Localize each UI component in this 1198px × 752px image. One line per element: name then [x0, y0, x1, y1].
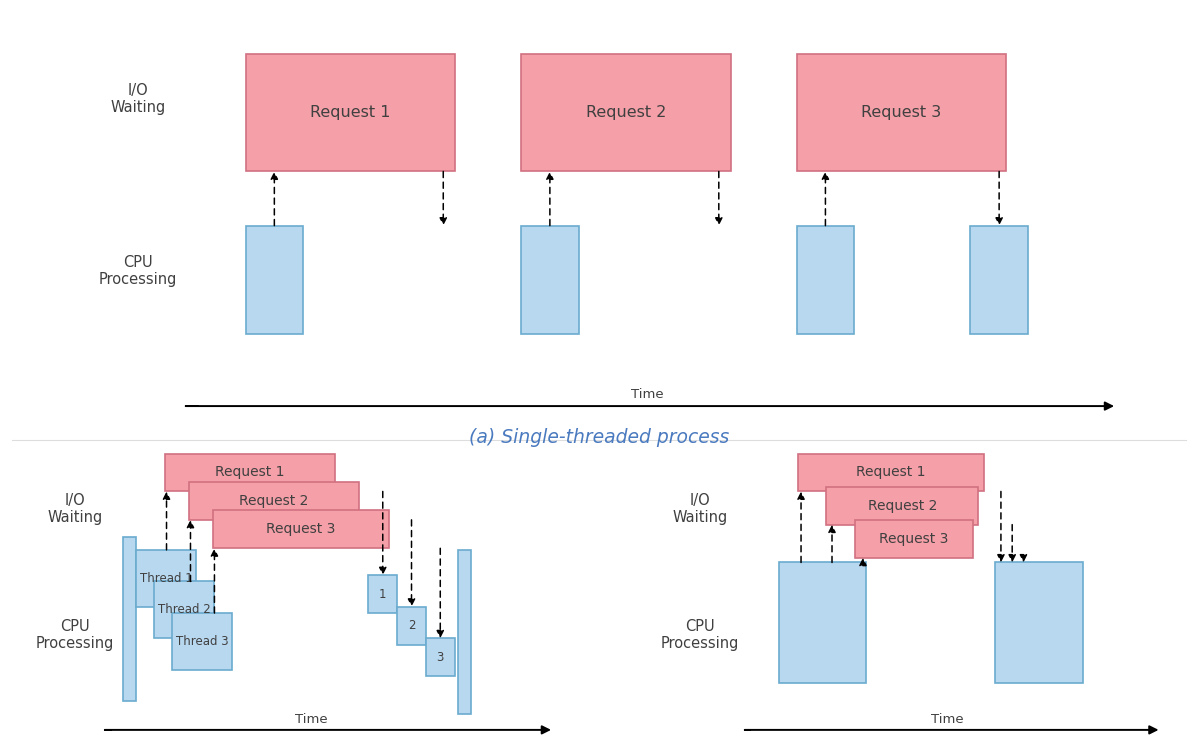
Text: Request 3: Request 3	[861, 105, 942, 120]
FancyBboxPatch shape	[458, 550, 472, 714]
FancyBboxPatch shape	[797, 54, 1006, 171]
Text: Request 1: Request 1	[857, 465, 926, 480]
FancyBboxPatch shape	[854, 520, 973, 558]
Text: Request 2: Request 2	[867, 499, 937, 513]
Text: CPU
Processing: CPU Processing	[660, 619, 739, 651]
FancyBboxPatch shape	[153, 581, 213, 638]
FancyBboxPatch shape	[246, 226, 303, 334]
Text: Request 2: Request 2	[586, 105, 666, 120]
FancyBboxPatch shape	[188, 482, 359, 520]
FancyBboxPatch shape	[996, 562, 1083, 683]
Text: Request 1: Request 1	[216, 465, 285, 480]
Text: Time: Time	[295, 713, 328, 726]
Text: I/O
Waiting: I/O Waiting	[47, 493, 103, 525]
FancyBboxPatch shape	[797, 226, 854, 334]
Text: Time: Time	[630, 388, 664, 401]
FancyBboxPatch shape	[970, 226, 1028, 334]
Text: 3: 3	[436, 650, 444, 664]
Text: I/O
Waiting: I/O Waiting	[672, 493, 727, 525]
FancyBboxPatch shape	[135, 550, 196, 607]
FancyBboxPatch shape	[369, 575, 398, 613]
Text: 1: 1	[379, 587, 387, 601]
Text: Request 2: Request 2	[240, 494, 309, 508]
Text: I/O
Waiting: I/O Waiting	[110, 83, 165, 116]
FancyBboxPatch shape	[123, 537, 135, 702]
Text: Request 1: Request 1	[310, 105, 391, 120]
FancyBboxPatch shape	[827, 487, 979, 525]
FancyBboxPatch shape	[779, 562, 866, 683]
FancyBboxPatch shape	[426, 638, 455, 676]
FancyBboxPatch shape	[213, 511, 389, 548]
FancyBboxPatch shape	[173, 613, 232, 670]
Text: Time: Time	[931, 713, 963, 726]
Text: CPU
Processing: CPU Processing	[98, 254, 177, 287]
Text: Thread 2: Thread 2	[157, 603, 211, 617]
Text: (a) Single-threaded process: (a) Single-threaded process	[468, 428, 730, 447]
Text: CPU
Processing: CPU Processing	[36, 619, 114, 651]
Text: 2: 2	[407, 619, 416, 632]
FancyBboxPatch shape	[521, 226, 579, 334]
FancyBboxPatch shape	[398, 607, 426, 644]
Text: Request 3: Request 3	[266, 523, 335, 536]
Text: Thread 3: Thread 3	[176, 635, 228, 648]
FancyBboxPatch shape	[798, 453, 984, 492]
FancyBboxPatch shape	[246, 54, 455, 171]
Text: Thread 1: Thread 1	[139, 572, 193, 585]
Text: Request 3: Request 3	[879, 532, 949, 546]
FancyBboxPatch shape	[165, 453, 335, 492]
FancyBboxPatch shape	[521, 54, 731, 171]
